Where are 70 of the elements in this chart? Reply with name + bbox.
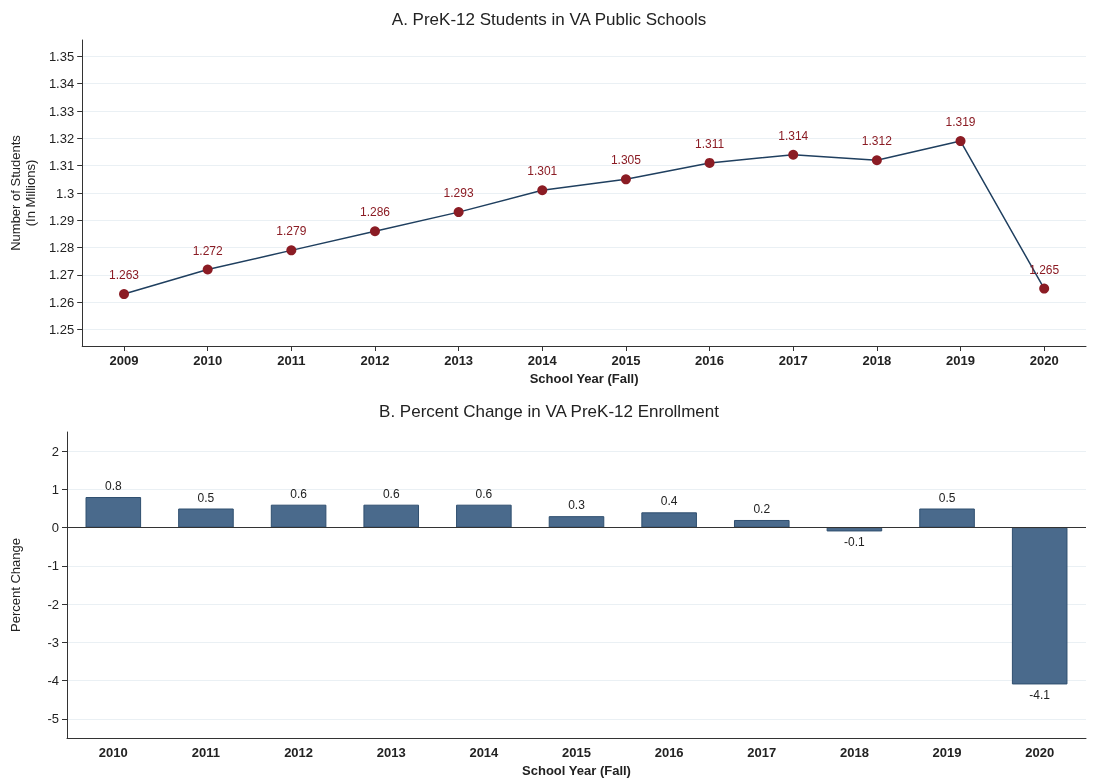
x-axis-title: School Year (Fall) — [529, 371, 639, 386]
x-tick-label: 2014 — [469, 745, 500, 760]
y-tick-label: 1.31 — [48, 158, 75, 174]
x-tick-label: 2012 — [360, 353, 390, 368]
y-tick-label: 1.33 — [48, 103, 75, 119]
data-label: 0.6 — [290, 486, 308, 501]
x-tick-label: 2009 — [109, 353, 139, 368]
y-tick-label: 1.28 — [48, 240, 75, 256]
data-label: 1.301 — [527, 164, 558, 179]
data-label: 0.3 — [568, 498, 586, 513]
y-axis-title: Percent Change — [8, 538, 23, 632]
data-label: 1.314 — [778, 128, 809, 143]
y-tick-label: 1.32 — [48, 130, 75, 146]
x-tick-label: 2010 — [98, 745, 128, 760]
data-label: 0.2 — [753, 501, 771, 516]
y-tick-label: 1.34 — [48, 76, 75, 92]
x-tick-label: 2020 — [1025, 745, 1055, 760]
data-label: 1.293 — [443, 186, 474, 201]
y-tick-label: -1 — [47, 558, 59, 574]
y-tick-label: 1.35 — [48, 48, 75, 64]
x-tick-label: 2017 — [747, 745, 777, 760]
x-tick-label: 2014 — [527, 353, 558, 368]
data-label: 0.5 — [938, 490, 956, 505]
y-tick-label: 1 — [51, 481, 59, 497]
data-label: 0.4 — [660, 494, 678, 509]
chart-title: B. Percent Change in VA PreK-12 Enrollment — [379, 402, 720, 421]
y-tick-label: -2 — [47, 596, 59, 612]
x-tick-label: 2020 — [1029, 353, 1059, 368]
x-tick-label: 2019 — [946, 353, 975, 368]
y-tick-label: -5 — [47, 711, 59, 727]
x-tick-label: 2012 — [284, 745, 314, 760]
data-label: 1.263 — [109, 268, 140, 283]
x-tick-label: 2010 — [193, 353, 223, 368]
y-tick-label: -4 — [47, 673, 59, 689]
chart-title: A. PreK-12 Students in VA Public Schools — [391, 10, 707, 29]
data-label: -4.1 — [1029, 688, 1051, 703]
data-label: 1.312 — [861, 134, 893, 149]
data-label: 0.6 — [382, 486, 400, 501]
x-tick-label: 2013 — [444, 353, 474, 368]
data-label: 1.311 — [695, 136, 725, 151]
data-label: 0.8 — [104, 479, 122, 494]
data-label: 1.319 — [945, 115, 976, 130]
x-tick-label: 2019 — [932, 745, 962, 760]
x-tick-label: 2011 — [277, 353, 306, 368]
data-label: 1.305 — [610, 153, 642, 168]
y-tick-label: 1.27 — [48, 267, 75, 283]
x-tick-label: 2016 — [695, 353, 725, 368]
y-tick-label: 1.3 — [56, 185, 75, 201]
y-tick-label: -3 — [47, 634, 59, 650]
data-label: 1.279 — [276, 224, 307, 239]
x-axis-title: School Year (Fall) — [522, 763, 631, 778]
y-tick-label: 0 — [51, 520, 59, 536]
x-tick-label: 2018 — [839, 745, 869, 760]
y-tick-label: 1.25 — [48, 322, 75, 338]
x-tick-label: 2013 — [376, 745, 406, 760]
x-tick-label: 2011 — [191, 745, 221, 760]
y-axis-title: Number of Students (In Millions) — [8, 134, 38, 251]
y-tick-label: 2 — [51, 443, 59, 459]
x-tick-label: 2015 — [562, 745, 591, 760]
x-tick-label: 2017 — [778, 353, 808, 368]
data-label: 1.286 — [359, 205, 391, 220]
data-label: -0.1 — [844, 535, 866, 550]
y-tick-label: 1.26 — [48, 294, 75, 310]
y-tick-label: 1.29 — [48, 212, 75, 228]
x-tick-label: 2015 — [611, 353, 641, 368]
data-label: 0.6 — [475, 486, 493, 501]
data-label: 0.5 — [197, 490, 215, 505]
x-tick-label: 2018 — [862, 353, 892, 368]
x-tick-label: 2016 — [654, 745, 684, 760]
data-label: 1.272 — [192, 243, 224, 258]
